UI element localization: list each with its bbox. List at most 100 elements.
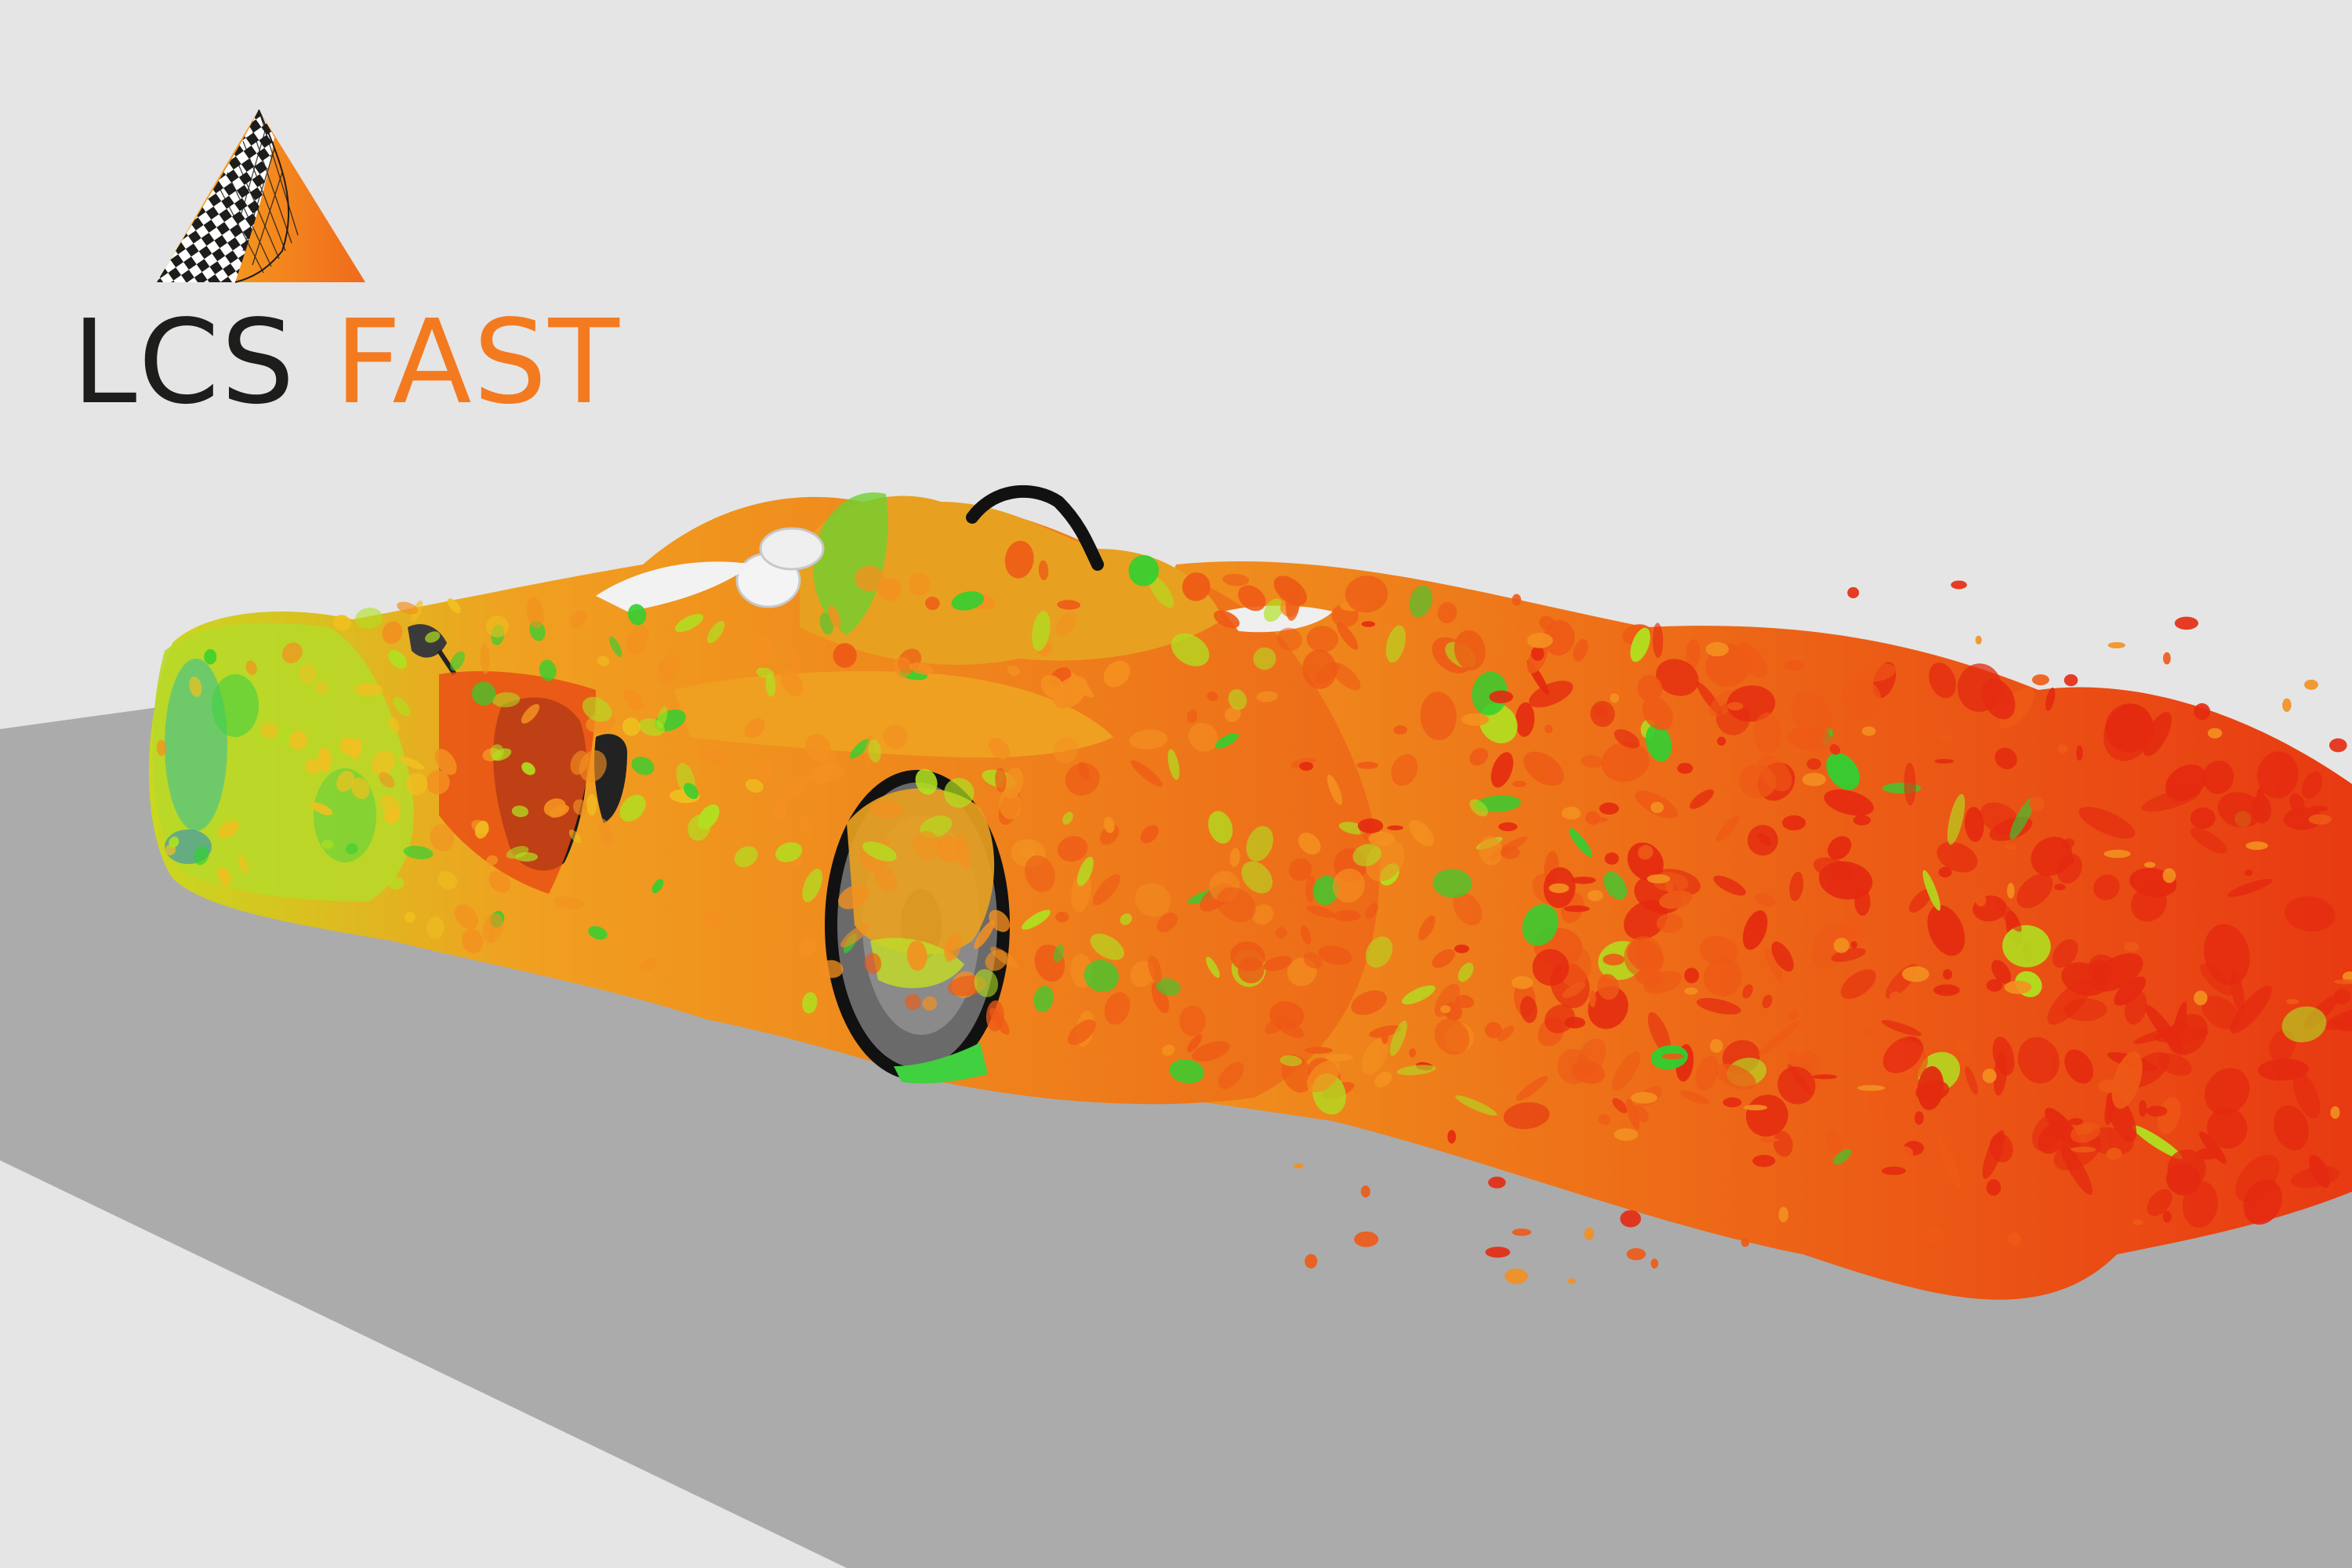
turbulence-blob (462, 928, 484, 953)
turbulence-blob (393, 697, 411, 717)
turbulence-blobs (156, 540, 2352, 1284)
turbulence-blob (1519, 996, 1537, 1023)
turbulence-blob (1854, 887, 1871, 916)
turbulence-blob (1179, 1005, 1206, 1036)
turbulence-blob (1437, 602, 1457, 623)
turbulence-blob (683, 782, 699, 800)
turbulence-blob (2111, 1051, 2143, 1109)
turbulence-blob (1241, 861, 1273, 894)
wake-fragment (1925, 1226, 1944, 1243)
wake-fragment (1882, 1167, 1906, 1175)
turbulence-blob (1826, 753, 1860, 790)
wake-fragment (1853, 815, 1871, 826)
turbulence-blob (951, 591, 985, 611)
turbulence-blob (850, 739, 870, 759)
turbulence-blob (1033, 985, 1054, 1013)
turbulence-blob (638, 718, 665, 736)
wake-fragment (1862, 1026, 1872, 1035)
turbulence-blob (450, 651, 465, 671)
turbulence-blob (1279, 1055, 1302, 1067)
turbulence-blob (1188, 722, 1218, 752)
wake-fragment (1976, 894, 1987, 907)
wake-fragment (1564, 1017, 1586, 1029)
wake-fragment (1512, 593, 1522, 606)
turbulence-blob (922, 996, 938, 1011)
turbulence-blob (1597, 974, 1620, 1000)
wake-fragment (1602, 953, 1624, 966)
wake-fragment (1933, 984, 1960, 996)
turbulence-blob (2309, 1154, 2330, 1188)
turbulence-blob (1305, 875, 1316, 903)
turbulence-blob (744, 718, 765, 739)
wake-fragment (2054, 884, 2066, 891)
turbulence-blob (454, 904, 478, 930)
turbulence-blob (802, 992, 818, 1014)
turbulence-blob (2332, 1017, 2352, 1032)
turbulence-blob (1577, 1038, 1606, 1077)
turbulence-blob (554, 896, 584, 909)
turbulence-blob (1643, 971, 1682, 994)
turbulence-blob (1953, 1040, 1973, 1055)
turbulence-blob (1129, 729, 1168, 750)
turbulence-blob (1432, 949, 1455, 968)
turbulence-blob (745, 779, 764, 793)
wake-fragment (1498, 822, 1518, 832)
turbulence-blob (1927, 905, 1965, 956)
turbulence-blob (623, 688, 644, 710)
turbulence-blob (2147, 1189, 2172, 1216)
turbulence-blob (511, 805, 529, 818)
turbulence-blob (775, 842, 803, 862)
turbulence-blob (1253, 647, 1276, 670)
turbulence-blob (1539, 615, 1555, 630)
wake-fragment (1744, 1105, 1768, 1111)
turbulence-blob (570, 750, 589, 775)
wake-fragment (1361, 621, 1376, 627)
turbulence-blob (434, 749, 457, 775)
turbulence-blob (1889, 991, 1903, 1003)
turbulence-blob (1690, 789, 1715, 809)
wake-fragment (2007, 883, 2015, 899)
turbulence-blob (2016, 873, 2053, 909)
wake-fragment (2103, 849, 2131, 858)
turbulence-blob (1659, 890, 1693, 909)
turbulence-blob (1038, 560, 1049, 581)
turbulence-blob (1612, 1098, 1628, 1113)
wake-fragment (2162, 868, 2176, 884)
turbulence-blob (1252, 904, 1274, 925)
turbulence-blob (1454, 995, 1475, 1008)
wake-fragment (1650, 1258, 1659, 1269)
wake-fragment (1677, 763, 1693, 774)
turbulence-blob (906, 940, 927, 971)
turbulence-blob (1076, 856, 1094, 887)
turbulence-blob (156, 739, 167, 757)
turbulence-blob (1715, 815, 1740, 843)
turbulence-blob (193, 845, 209, 866)
turbulence-blob (430, 824, 455, 851)
turbulence-blob (1936, 841, 1978, 873)
turbulence-blob (2203, 924, 2250, 985)
turbulence-blob (1841, 678, 1882, 720)
turbulence-blob (1214, 610, 1240, 629)
logo-wordmark: LCS FAST (72, 304, 621, 420)
turbulence-blob (1982, 1130, 2005, 1179)
turbulence-blob (698, 804, 720, 829)
turbulence-blob (1598, 1113, 1611, 1125)
turbulence-blob (403, 845, 434, 859)
turbulence-blob (1833, 1149, 1852, 1165)
wake-fragment (1752, 1155, 1776, 1167)
turbulence-blob (1057, 836, 1088, 862)
turbulence-blob (798, 938, 818, 956)
turbulence-blob (622, 717, 641, 736)
turbulence-blob (2190, 827, 2227, 854)
wake-fragment (1610, 693, 1620, 703)
wake-fragment (1604, 852, 1619, 865)
cockpit-region (800, 495, 1223, 665)
turbulence-blob (1156, 978, 1181, 996)
turbulence-blob (380, 795, 401, 816)
turbulence-blob (2206, 1107, 2248, 1149)
turbulence-blob (1238, 585, 1266, 612)
turbulence-blob (217, 820, 239, 839)
wake-fragment (2194, 990, 2208, 1006)
turbulence-blob (2334, 988, 2351, 1005)
wake-fragment (1584, 1227, 1595, 1240)
